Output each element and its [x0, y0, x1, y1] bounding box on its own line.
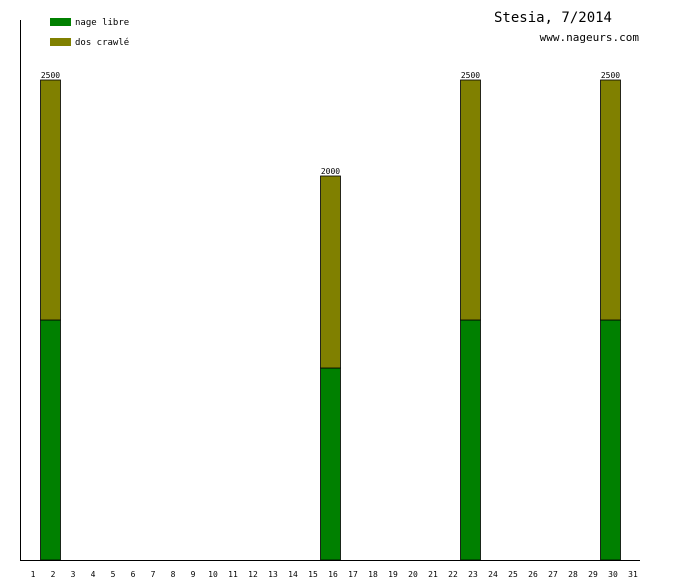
x-tick-label: 15 [308, 570, 318, 579]
bar-segment-dos-crawle-day-30 [600, 79, 621, 321]
x-tick-label: 24 [488, 570, 498, 579]
x-tick-label: 31 [628, 570, 638, 579]
x-tick-label: 10 [208, 570, 218, 579]
x-tick-label: 20 [408, 570, 418, 579]
bar-total-label: 2500 [461, 71, 480, 80]
chart-subtitle: www.nageurs.com [540, 31, 640, 44]
x-tick-label: 18 [368, 570, 378, 579]
x-tick-label: 22 [448, 570, 458, 579]
legend: nage libre dos crawlé [50, 18, 129, 48]
bar-segment-dos-crawle-day-2 [40, 79, 61, 321]
x-tick-label: 9 [191, 570, 196, 579]
x-tick-label: 25 [508, 570, 518, 579]
x-tick-label: 14 [288, 570, 298, 579]
bar-total-label: 2000 [321, 167, 340, 176]
x-tick-label: 29 [588, 570, 598, 579]
legend-swatch-dos-crawle [50, 38, 71, 46]
x-tick-label: 3 [71, 570, 76, 579]
x-tick-label: 28 [568, 570, 578, 579]
x-tick-label: 26 [528, 570, 538, 579]
x-tick-label: 16 [328, 570, 338, 579]
x-tick-label: 11 [228, 570, 238, 579]
x-tick-label: 30 [608, 570, 618, 579]
x-tick-label: 8 [171, 570, 176, 579]
x-tick-label: 17 [348, 570, 358, 579]
x-tick-label: 7 [151, 570, 156, 579]
x-tick-label: 1 [31, 570, 36, 579]
x-tick-label: 12 [248, 570, 258, 579]
x-tick-label: 19 [388, 570, 398, 579]
x-tick-label: 13 [268, 570, 278, 579]
bar-segment-dos-crawle-day-23 [460, 79, 481, 321]
x-tick-label: 23 [468, 570, 478, 579]
x-tick-label: 21 [428, 570, 438, 579]
bar-total-label: 2500 [41, 71, 60, 80]
x-tick-label: 5 [111, 570, 116, 579]
bar-segment-nage-libre-day-2 [40, 319, 61, 561]
legend-swatch-nage-libre [50, 18, 71, 26]
legend-label-dos-crawle: dos crawlé [75, 37, 129, 48]
bar-segment-nage-libre-day-30 [600, 319, 621, 561]
chart-title: Stesia, 7/2014 [494, 10, 612, 26]
bar-segment-nage-libre-day-16 [320, 367, 341, 561]
bar-segment-nage-libre-day-23 [460, 319, 481, 561]
bars [40, 79, 621, 561]
x-tick-label: 4 [91, 570, 96, 579]
bar-total-label: 2500 [601, 71, 620, 80]
legend-label-nage-libre: nage libre [75, 18, 129, 28]
x-tick-label: 6 [131, 570, 136, 579]
x-tick-labels: 1 2 3 4 5 6 7 8 9 10 11 12 13 14 15 16 17 18 19 20 21 22 23 24 2… [31, 570, 638, 579]
bar-totals: 2500 2000 2500 2500 [41, 71, 620, 176]
x-tick-label: 2 [51, 570, 56, 579]
x-tick-label: 27 [548, 570, 558, 579]
bar-segment-dos-crawle-day-16 [320, 175, 341, 369]
